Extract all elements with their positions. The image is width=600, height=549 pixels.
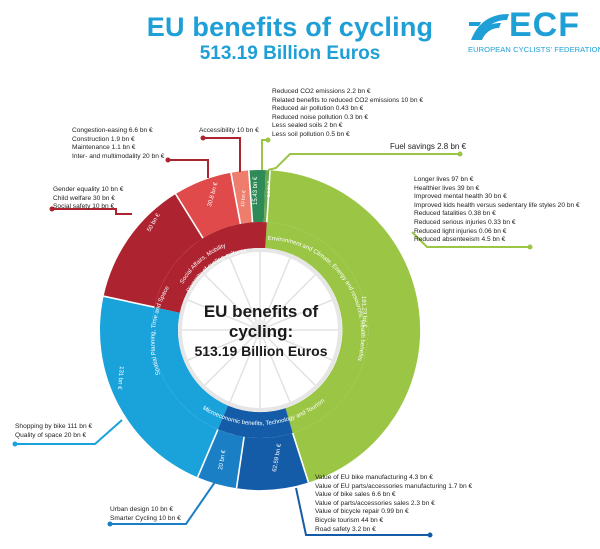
segment-urban-design <box>197 429 245 489</box>
value-label-accessibility: 10 bn € <box>240 190 247 207</box>
callout-economy-line: Value of EU parts/accessories manufactur… <box>315 482 473 490</box>
value-label-health: 191.23 bn € <box>360 296 367 329</box>
callout-fuel: Fuel savings 2.8 bn € <box>390 142 467 152</box>
callout-shopping-line: Shopping by bike 111 bn € <box>15 423 93 430</box>
center-title: EU benefits of cycling: 513.19 Billion E… <box>186 302 336 360</box>
callout-health-line: Reduced light injuries 0.06 bn € <box>414 227 507 235</box>
segment-separators <box>103 170 310 489</box>
callout-congestion-line: Inter- and multimodality 20 bn € <box>72 152 165 160</box>
callout-health-line: Reduced absenteeism 4.5 bn € <box>414 236 506 244</box>
segment-shopping <box>99 296 218 478</box>
callout-health-line: Reduced fatalities 0.38 bn € <box>414 210 496 218</box>
segment-social-safety <box>103 194 203 308</box>
callout-urban-line: Smarter Cycling 10 bn € <box>110 514 181 522</box>
callout-congestion-line: Maintenance 1.1 bn € <box>72 144 136 152</box>
callout-urban-line: Urban design 10 bn € <box>110 506 174 513</box>
callout-congestion-line: Construction 1.9 bn € <box>72 135 135 143</box>
page-title: EU benefits of cycling <box>146 12 434 42</box>
callout-gender: Gender equality 10 bn € Child welfare 30… <box>53 186 123 212</box>
callout-health-line: Improved mental health 30 bn € <box>414 193 507 201</box>
callout-accessibility-line: Accessibility 10 bn € <box>199 127 259 134</box>
header: EU benefits of cycling 513.19 Billion Eu… <box>140 12 440 65</box>
callout-co2-line: Reduced noise pollution 0.3 bn € <box>272 113 369 121</box>
callout-economy-line: Road safety 3.2 bn € <box>315 525 376 533</box>
callout-gender-line: Child welfare 30 bn € <box>53 194 115 202</box>
callout-congestion: Congestion-easing 6.6 bn € Construction … <box>72 127 164 161</box>
callout-accessibility: Accessibility 10 bn € <box>199 127 259 136</box>
logo-text: ECF <box>509 6 580 44</box>
callout-shopping-line: Quality of space 20 bn € <box>15 431 87 439</box>
callout-economy-line: Value of bike sales 6.6 bn € <box>315 491 396 499</box>
segment-economy <box>236 433 309 491</box>
callout-shopping: Shopping by bike 111 bn € Quality of spa… <box>15 423 92 440</box>
callout-gender-line: Social safety 10 bn € <box>53 203 115 211</box>
callout-economy: Value of EU bike manufacturing 4.3 bn € … <box>315 474 472 534</box>
callout-fuel-line: Fuel savings 2.8 bn € <box>390 142 467 151</box>
value-label-urban-design: 20 bn € <box>218 449 228 470</box>
callout-co2-line: Reduced CO2 emissions 2.2 bn € <box>272 88 371 95</box>
segment-environment-dark <box>248 170 266 223</box>
callout-gender-line: Gender equality 10 bn € <box>53 186 124 193</box>
center-title-line2: cycling: <box>228 322 294 341</box>
callout-health: Longer lives 97 bn € Healthier lives 39 … <box>414 176 580 245</box>
callout-economy-line: Value of EU bike manufacturing 4.3 bn € <box>315 474 433 481</box>
inner-band-environment <box>265 222 369 433</box>
callout-economy-line: Value of bicycle repair 0.99 bn € <box>315 508 409 516</box>
callout-congestion-line: Congestion-easing 6.6 bn € <box>72 127 153 134</box>
value-label-environment-dark: 15.43 bn € <box>253 176 259 205</box>
wheel-rim <box>178 248 342 412</box>
value-label-shopping: 131 bn € <box>116 366 124 390</box>
callout-health-line: Longer lives 97 bn € <box>414 176 474 183</box>
segment-congestion <box>175 172 241 239</box>
value-label-economy: 62.59 bn € <box>272 443 283 473</box>
value-label-fuel: 2.8 bn € <box>266 180 271 197</box>
segment-accessibility <box>230 170 253 224</box>
callout-health-line: Improved kids health versus sedentary li… <box>414 201 580 209</box>
callout-co2-line: Less soil pollution 0.5 bn € <box>272 130 350 138</box>
callout-co2-line: Related benefits to reduced CO2 emission… <box>272 96 424 104</box>
callout-economy-line: Value of parts/accessories sales 2.3 bn … <box>315 499 435 507</box>
center-title-line1: EU benefits of <box>203 302 319 321</box>
callout-economy-line: Bicycle tourism 44 bn € <box>315 516 384 524</box>
wheel-axle <box>250 320 270 340</box>
inner-band-social <box>154 221 267 313</box>
logo-tagline: EUROPEAN CYCLISTS' FEDERATION <box>468 45 600 54</box>
callout-co2: Reduced CO2 emissions 2.2 bn € Related b… <box>272 88 423 140</box>
callout-health-line: Healthier lives 39 bn € <box>414 184 480 192</box>
segment-health <box>266 170 421 483</box>
center-total: 513.19 Billion Euros <box>194 343 328 359</box>
cyclist-wing-icon <box>469 14 509 40</box>
callout-dots <box>12 135 533 538</box>
page-subtitle: 513.19 Billion Euros <box>199 43 381 64</box>
callout-health-line: Reduced serious injuries 0.33 bn € <box>414 218 516 226</box>
inner-band-spatial <box>151 307 228 430</box>
inner-band-economy <box>217 405 293 439</box>
callout-co2-line: Less sealed soils 2 bn € <box>272 122 343 130</box>
callout-co2-line: Reduced air pollution 0.43 bn € <box>272 105 364 113</box>
callout-urban: Urban design 10 bn € Smarter Cycling 10 … <box>110 506 181 523</box>
ecf-logo: ECF EUROPEAN CYCLISTS' FEDERATION <box>465 6 600 56</box>
